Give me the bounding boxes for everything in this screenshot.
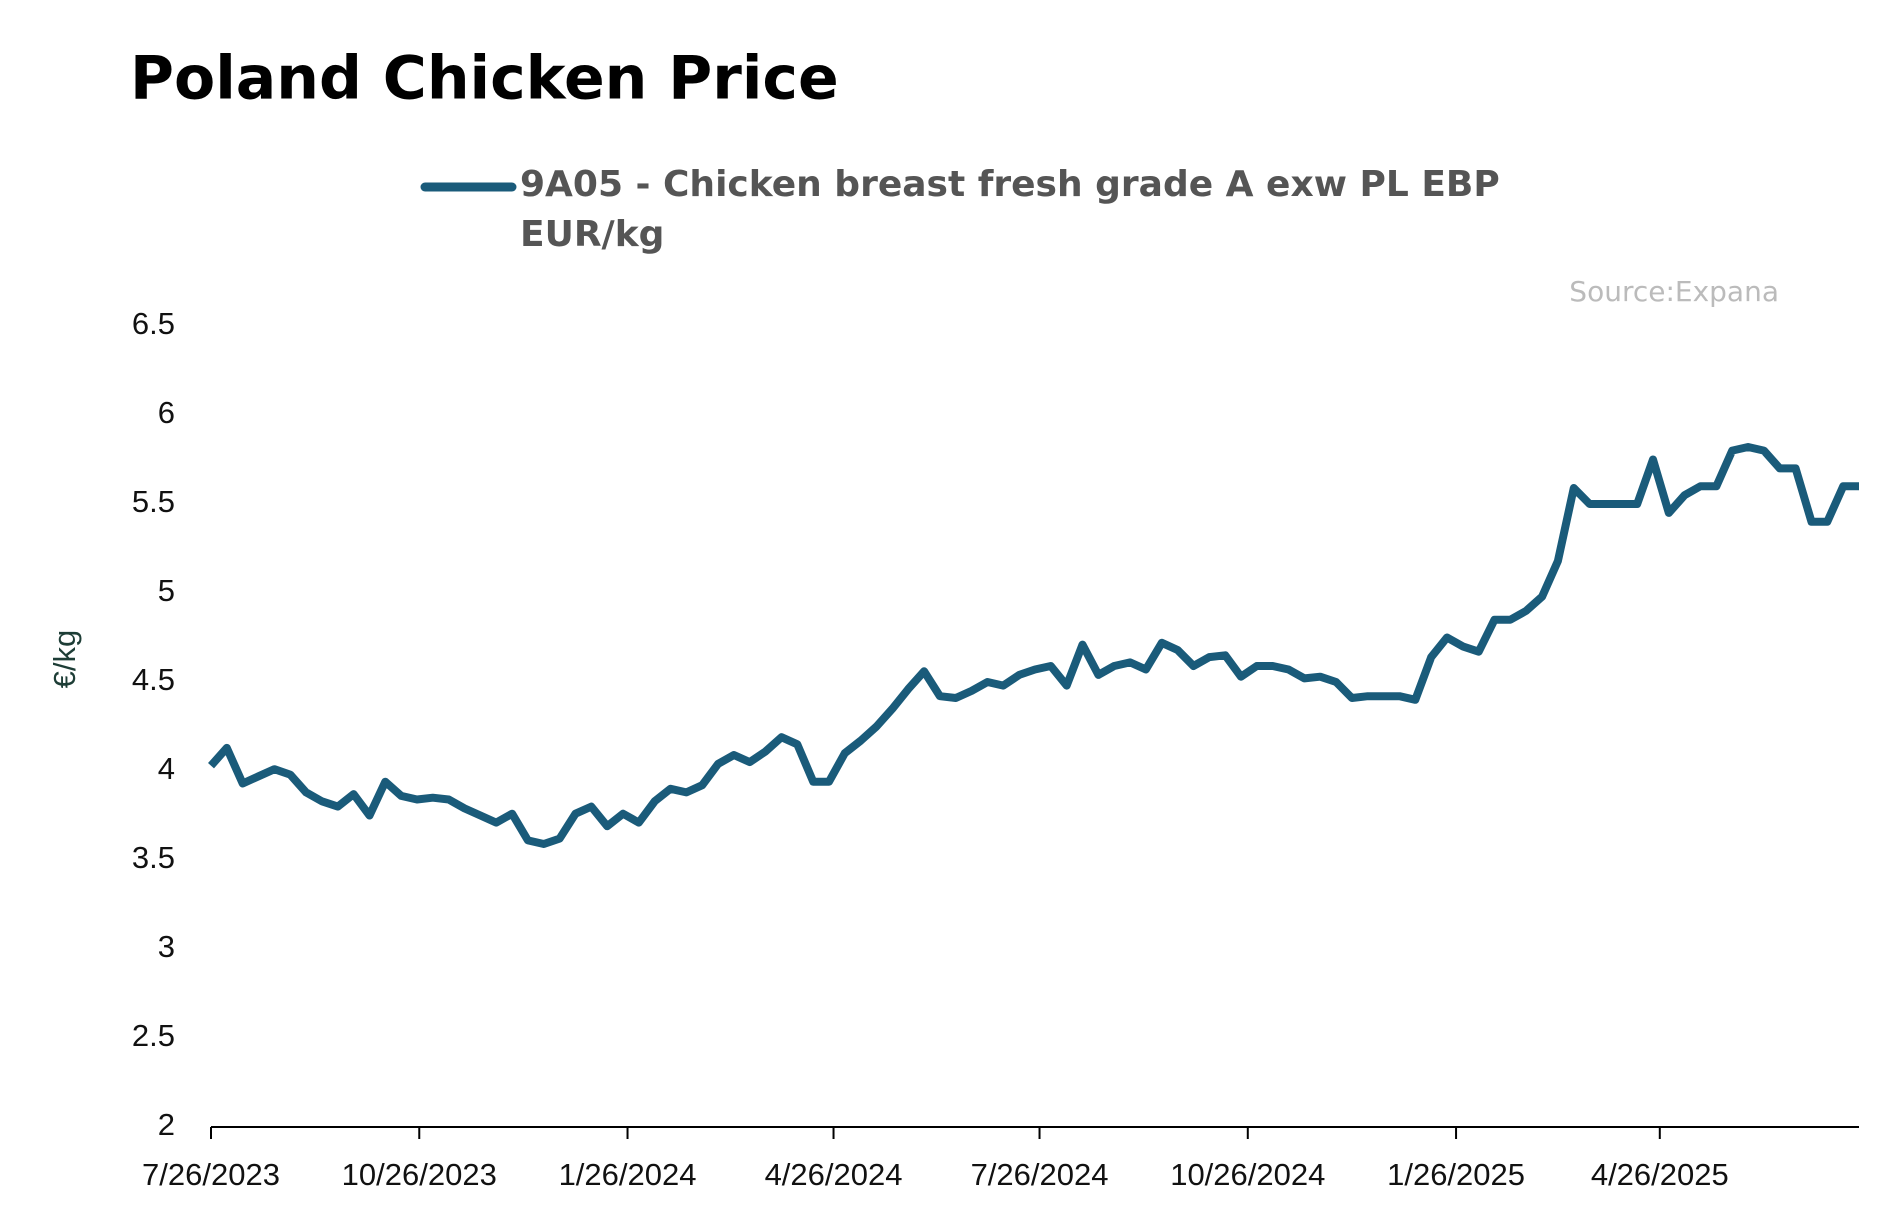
x-tick-label: 4/26/2025 — [1591, 1157, 1729, 1192]
legend-box: 9A05 - Chicken breast fresh grade A exw … — [520, 164, 1500, 255]
x-tick-label: 7/26/2024 — [971, 1157, 1109, 1192]
y-tick-label: 5.5 — [132, 484, 175, 519]
chart-title: Poland Chicken Price — [130, 44, 839, 114]
y-tick-label: 2 — [158, 1107, 175, 1142]
x-tick-label: 10/26/2023 — [342, 1157, 497, 1192]
y-tick-label: 2.5 — [132, 1018, 175, 1053]
y-tick-label: 5 — [158, 573, 175, 608]
series-line — [208, 443, 1859, 848]
x-tick-label: 10/26/2024 — [1170, 1157, 1325, 1192]
y-tick-label: 4.5 — [132, 662, 175, 697]
y-tick-label: 6 — [158, 395, 175, 430]
y-tick-label: 6.5 — [132, 306, 175, 341]
y-tick-label: 4 — [158, 751, 175, 786]
y-tick-label: 3 — [158, 929, 175, 964]
x-tick-label: 1/26/2024 — [559, 1157, 697, 1192]
source-note: Source:Expana — [1569, 275, 1779, 308]
y-tick-label: 3.5 — [132, 840, 175, 875]
x-tick-label: 7/26/2023 — [142, 1157, 280, 1192]
legend-label: 9A05 - Chicken breast fresh grade A exw … — [520, 164, 1500, 255]
x-tick-label: 4/26/2024 — [765, 1157, 903, 1192]
y-axis-label: €/kg — [47, 630, 82, 689]
x-tick-label: 1/26/2025 — [1387, 1157, 1525, 1192]
